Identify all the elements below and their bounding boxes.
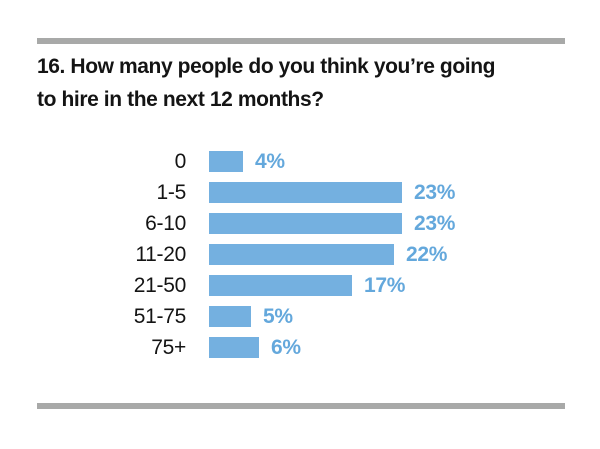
category-label: 0 [174,149,187,173]
bar-track: 22% [209,243,447,267]
chart-row: 21-50 17% [37,270,455,301]
category-label: 6-10 [145,211,186,235]
value-label: 17% [364,273,406,297]
bottom-divider [37,403,565,409]
category-label: 1-5 [156,180,187,204]
chart-row: 11-20 22% [37,239,455,270]
chart-row: 51-75 5% [37,301,455,332]
value-label: 22% [406,242,448,266]
bar-track: 4% [209,150,285,174]
chart-row: 1-5 23% [37,177,456,208]
bar [209,306,251,327]
bar [209,213,402,234]
chart-row: 0 4% [37,146,455,177]
chart-title: 16. How many people do you think you’re … [37,50,495,116]
bar-track: 23% [209,212,455,236]
bar-chart: 0 4% 1-5 23% 6-10 23% 11-20 22% 21-50 17% 51-75 5% 7… [37,146,456,363]
chart-title-line1: 16. How many people do you think you’re … [37,55,496,78]
bar [209,182,402,203]
value-label: 23% [414,211,456,235]
bar-track: 6% [209,336,301,360]
category-label: 21-50 [133,273,187,297]
bar [209,275,352,296]
chart-title-line2: to hire in the next 12 months? [37,88,324,111]
chart-row: 6-10 23% [37,208,455,239]
value-label: 23% [414,180,456,204]
category-label: 11-20 [135,242,186,266]
bar [209,337,259,358]
value-label: 5% [263,304,293,328]
category-label: 51-75 [133,304,187,328]
value-label: 4% [255,149,285,173]
value-label: 6% [271,335,301,359]
bar-track: 17% [209,274,405,298]
bar-track: 23% [209,181,455,205]
top-divider [37,38,565,44]
bar [209,151,243,172]
bar-track: 5% [209,305,293,329]
bar [209,244,394,265]
category-label: 75+ [151,335,186,359]
chart-row: 75+ 6% [37,332,455,363]
